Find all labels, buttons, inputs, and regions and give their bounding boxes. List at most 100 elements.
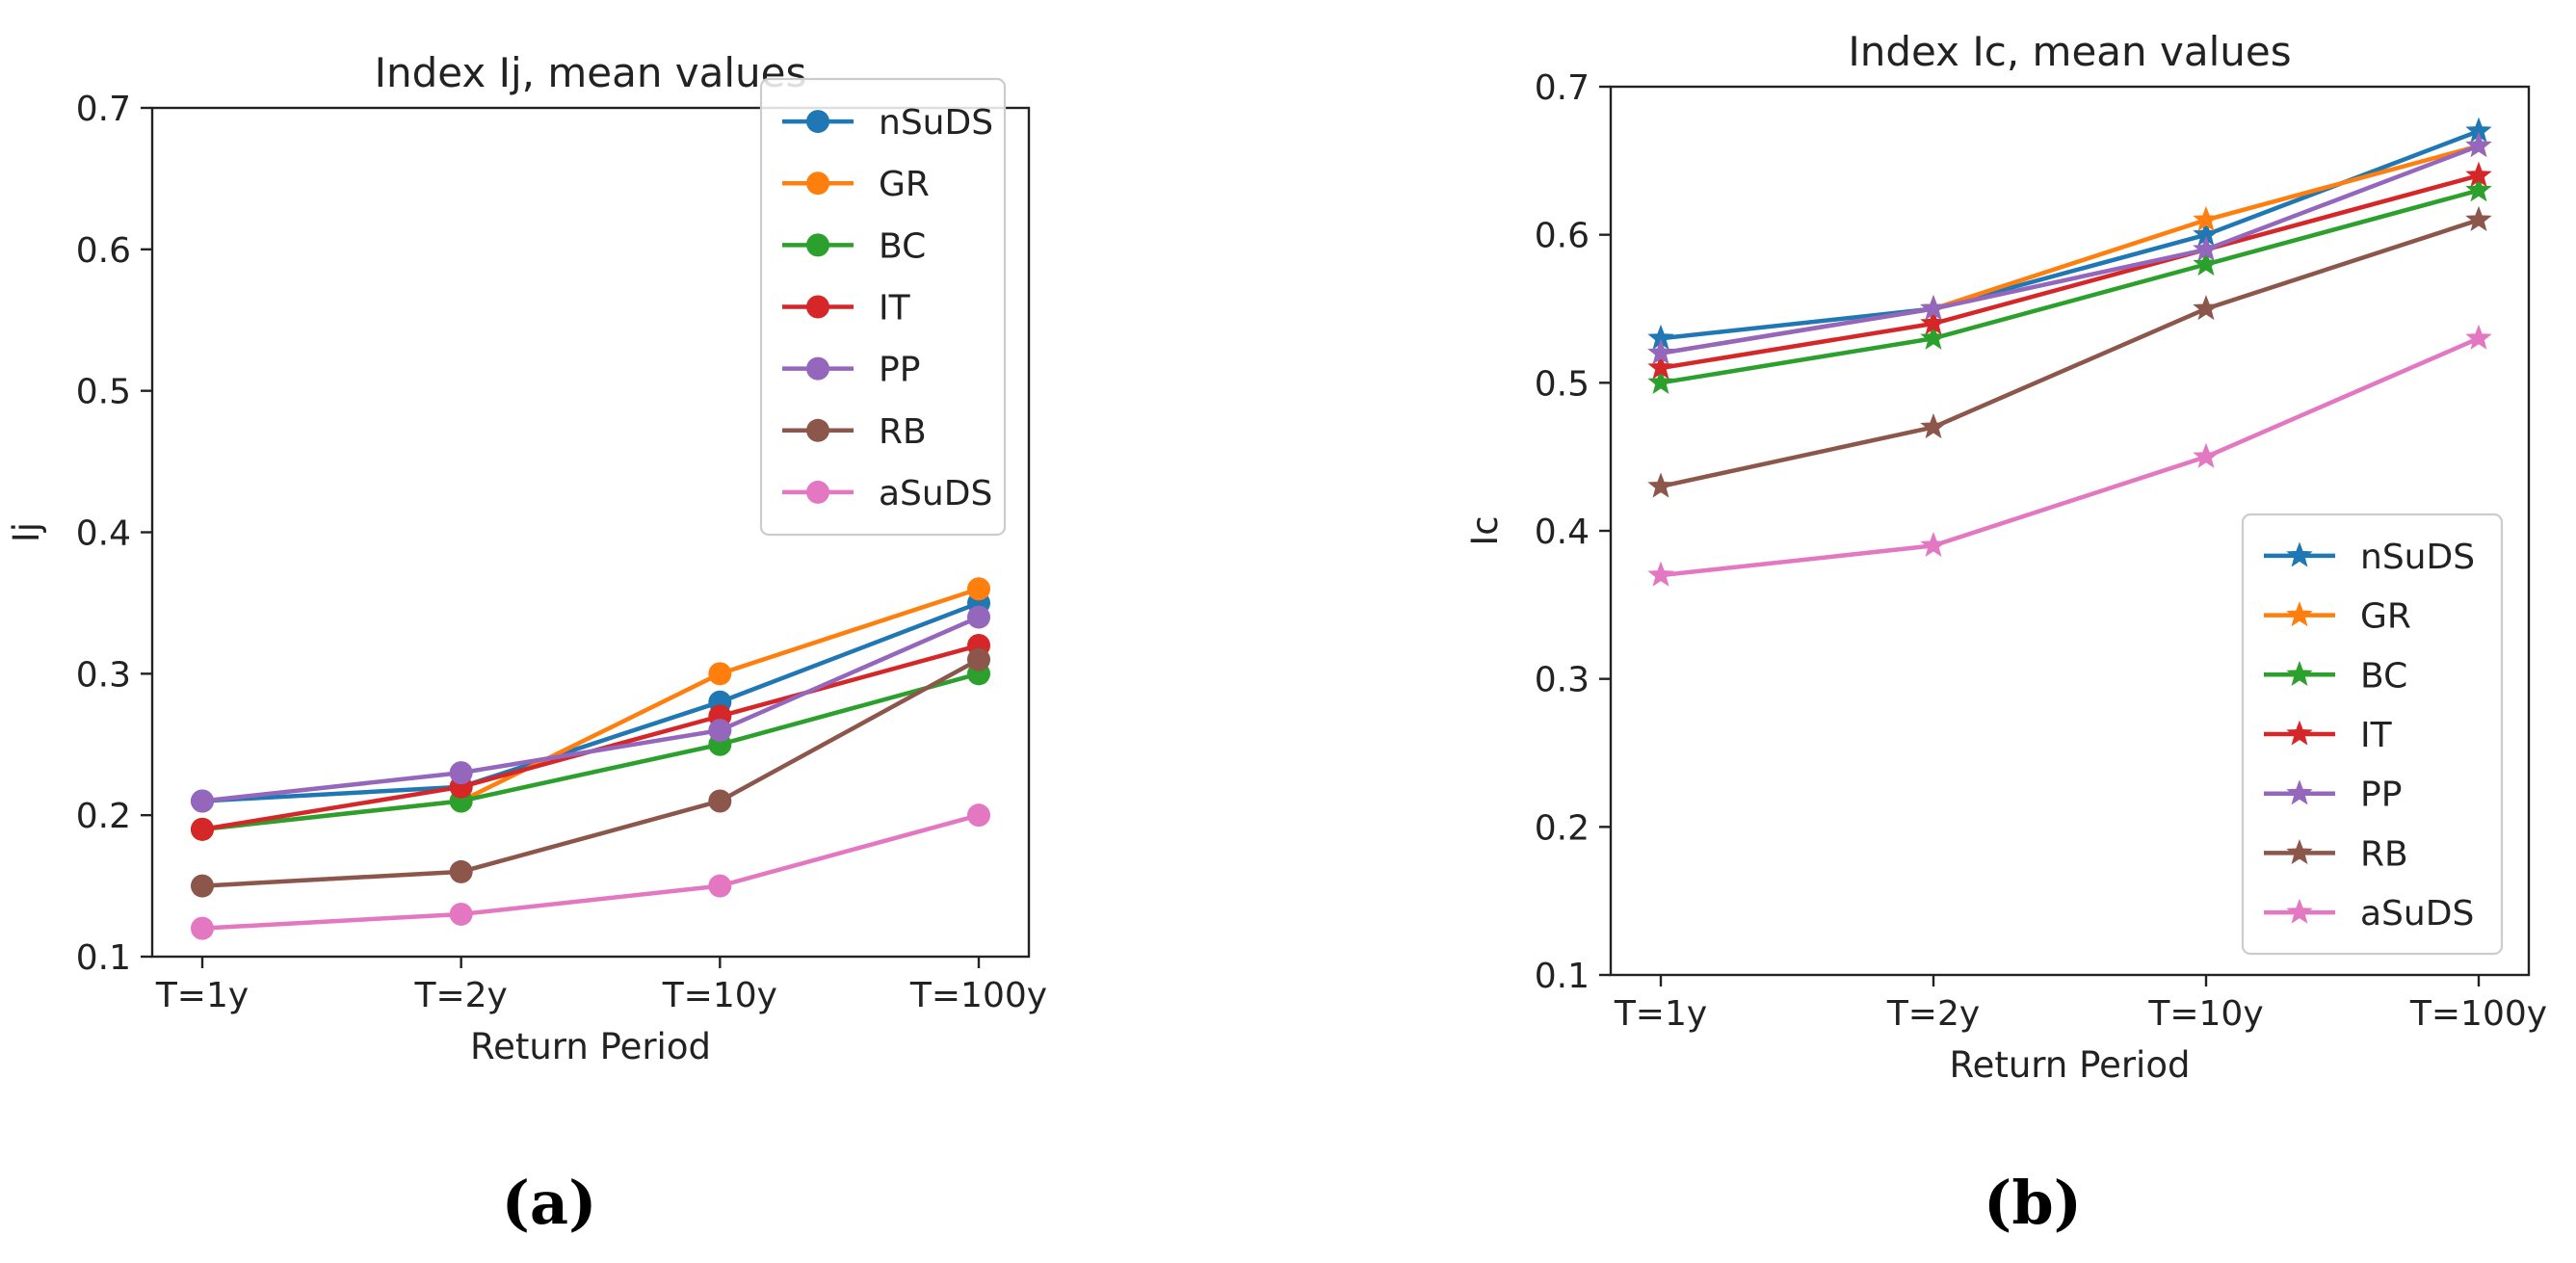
y-tick-label: 0.3 [1535, 661, 1590, 700]
legend-marker [806, 171, 829, 196]
legend-entry-PP: PP [782, 351, 920, 390]
legend-entry-RB: RB [2264, 834, 2408, 874]
y-tick-label: 0.2 [1535, 808, 1590, 848]
y-tick-label: 0.6 [76, 231, 131, 271]
series-PP [1647, 132, 2492, 365]
legend-marker [2286, 720, 2313, 746]
legend-marker [2286, 898, 2313, 924]
legend-label: PP [879, 351, 920, 390]
panel-label-a: (a) [502, 1168, 597, 1238]
x-tick-label: T=1y [1614, 994, 1707, 1034]
x-axis-label: Return Period [1950, 1044, 2191, 1086]
legend-entry-RB: RB [782, 412, 927, 452]
series-BC [1647, 176, 2492, 394]
series-nSuDS [1647, 117, 2492, 350]
series-line [1660, 218, 2480, 489]
series-line [1660, 128, 2480, 341]
data-point [2465, 176, 2492, 202]
series-line [1660, 144, 2480, 355]
data-point [1647, 354, 1674, 380]
data-point [191, 874, 214, 898]
legend-label: BC [879, 226, 926, 266]
series-line [1660, 336, 2480, 578]
data-point [708, 662, 732, 686]
series-aSuDS [191, 803, 990, 940]
data-point [449, 902, 473, 926]
series-line [201, 671, 980, 832]
data-point [449, 761, 473, 785]
legend-label: GR [879, 165, 930, 204]
legend-entry-IT: IT [782, 289, 911, 329]
y-tick-label: 0.2 [76, 797, 131, 836]
legend-marker [806, 480, 829, 504]
legend-marker [2286, 660, 2313, 686]
x-tick-label: T=10y [662, 976, 777, 1015]
x-axis-label: Return Period [470, 1026, 711, 1067]
series-line [201, 600, 980, 803]
legend: nSuDS GR BC IT PP RB aSuDS [759, 77, 1007, 537]
series-line [201, 812, 980, 931]
series-line [201, 615, 980, 803]
legend-entry-nSuDS: nSuDS [782, 103, 993, 143]
y-tick-label: 0.7 [1535, 68, 1590, 108]
series-GR [1647, 132, 2492, 365]
legend-entry-BC: BC [782, 226, 926, 266]
y-tick-label: 0.7 [76, 90, 131, 129]
data-point [2193, 250, 2220, 276]
x-tick-label: T=1y [155, 976, 249, 1015]
data-point [191, 916, 214, 940]
series-line [201, 657, 981, 888]
legend-label: RB [2360, 834, 2408, 874]
legend-entry-GR: GR [2264, 597, 2411, 637]
legend-box [2241, 513, 2504, 956]
legend-marker [806, 233, 829, 257]
legend-label: GR [2360, 597, 2411, 637]
legend-marker [2286, 779, 2313, 805]
data-point [1647, 561, 1674, 587]
legend-label: nSuDS [879, 103, 993, 143]
data-point [449, 859, 473, 883]
legend-label: aSuDS [2360, 894, 2474, 934]
legend-marker [806, 418, 829, 442]
legend-marker [2286, 601, 2313, 627]
panel-label-b: (b) [1984, 1168, 2082, 1238]
x-tick-label: T=10y [2147, 994, 2263, 1034]
chart-title: Index Ij, mean values [375, 49, 807, 96]
legend-label: IT [879, 289, 911, 329]
data-point [2193, 442, 2220, 468]
y-axis-label: Ic [1464, 515, 1506, 545]
data-point [967, 803, 990, 828]
series-RB [1647, 205, 2492, 498]
data-point [1647, 472, 1674, 498]
legend-label: IT [2360, 716, 2393, 755]
data-point [967, 605, 990, 629]
data-point [2465, 132, 2492, 158]
chart-index-ij: Index Ij, mean values 0.1 0.2 0.3 0.4 0.5 0.6 0… [6, 49, 1047, 1067]
y-tick-label: 0.5 [76, 373, 131, 412]
y-tick-label: 0.4 [1535, 513, 1590, 552]
data-point [191, 817, 214, 841]
data-point [2193, 205, 2220, 231]
legend-entry-aSuDS: aSuDS [2264, 894, 2474, 934]
series-line [1660, 144, 2480, 355]
plot-frame [1609, 85, 2531, 977]
data-point [1920, 324, 1947, 350]
chart-title: Index Ic, mean values [1848, 28, 2291, 75]
y-tick-label: 0.5 [1535, 364, 1590, 404]
legend-entry-BC: BC [2264, 656, 2407, 696]
data-point [2465, 161, 2492, 187]
data-point [2193, 295, 2220, 321]
x-tick-label: T=2y [413, 976, 507, 1015]
data-point [1920, 531, 1947, 558]
data-point [1920, 295, 1947, 321]
data-point [2465, 324, 2492, 350]
y-tick-label: 0.4 [76, 514, 131, 554]
legend-marker [806, 110, 829, 134]
data-point [708, 789, 732, 813]
legend-marker [806, 295, 829, 319]
series-GR [191, 577, 990, 841]
legend-marker [2286, 839, 2313, 865]
legend: nSuDS GR BC IT PP RB aSuDS [2241, 513, 2504, 956]
data-point [708, 874, 732, 898]
